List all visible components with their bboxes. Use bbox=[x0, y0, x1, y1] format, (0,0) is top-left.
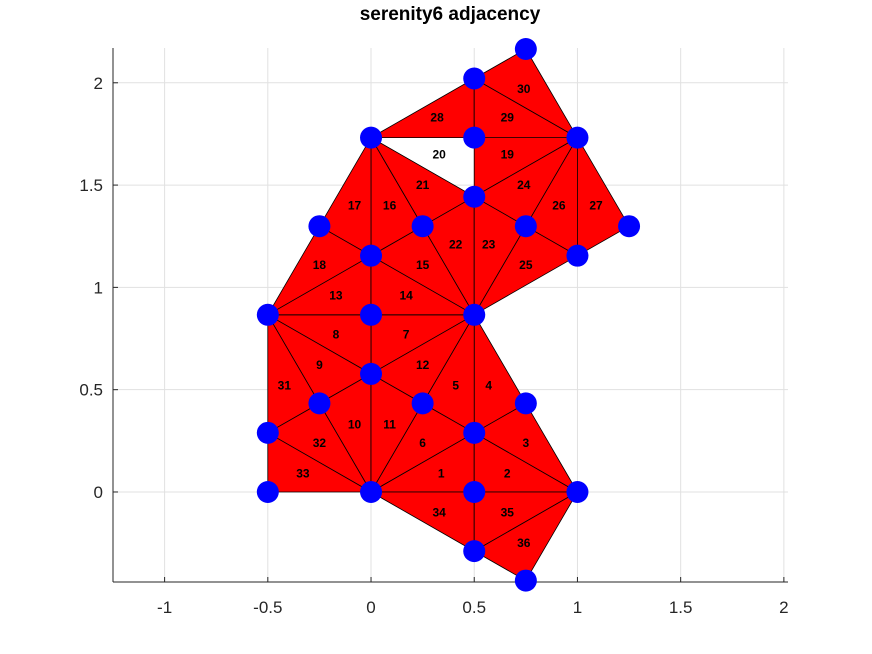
triangle-label: 17 bbox=[348, 199, 362, 213]
x-tick-label: -0.5 bbox=[253, 598, 282, 617]
triangle-label: 21 bbox=[416, 178, 430, 192]
mesh-node bbox=[514, 215, 537, 238]
x-tick-label: 1 bbox=[573, 598, 582, 617]
mesh-triangle bbox=[370, 78, 475, 139]
mesh-triangle bbox=[473, 48, 578, 139]
triangle-label: 25 bbox=[519, 258, 533, 272]
x-tick-label: 0.5 bbox=[462, 598, 486, 617]
triangle-label: 34 bbox=[432, 505, 446, 519]
mesh-node bbox=[256, 421, 279, 444]
y-tick-label: 0.5 bbox=[79, 381, 103, 400]
triangle-label: 15 bbox=[416, 258, 430, 272]
triangle-label: 32 bbox=[313, 436, 327, 450]
triangle-label: 6 bbox=[419, 436, 426, 450]
mesh-triangle bbox=[473, 491, 578, 581]
triangle-label: 33 bbox=[296, 467, 310, 481]
mesh-node bbox=[463, 480, 486, 503]
mesh-node bbox=[566, 480, 589, 503]
x-tick-label: 2 bbox=[779, 598, 788, 617]
triangle-label: 2 bbox=[504, 467, 511, 481]
triangle-label: 35 bbox=[501, 505, 515, 519]
triangle-label: 9 bbox=[316, 358, 323, 372]
mesh-node bbox=[566, 126, 589, 149]
triangle-label: 18 bbox=[313, 258, 327, 272]
triangle-label: 27 bbox=[589, 199, 603, 213]
mesh-triangle bbox=[267, 432, 372, 493]
triangle-label: 7 bbox=[403, 327, 410, 341]
mesh-node bbox=[308, 215, 331, 238]
mesh-node bbox=[411, 392, 434, 415]
mesh-node bbox=[360, 362, 383, 385]
triangle-label: 10 bbox=[348, 417, 362, 431]
triangle-label: 4 bbox=[485, 379, 492, 393]
mesh-node bbox=[463, 421, 486, 444]
mesh-node bbox=[618, 215, 641, 238]
triangle-label: 3 bbox=[523, 436, 530, 450]
triangle-label: 5 bbox=[452, 379, 459, 393]
mesh-node bbox=[463, 540, 486, 563]
triangle-label: 22 bbox=[449, 237, 463, 251]
triangle-label: 29 bbox=[501, 111, 515, 125]
x-tick-label: -1 bbox=[157, 598, 172, 617]
triangle-label: 13 bbox=[329, 289, 343, 303]
mesh-node bbox=[463, 185, 486, 208]
y-tick-label: 1.5 bbox=[79, 176, 103, 195]
x-tick-label: 0 bbox=[366, 598, 375, 617]
mesh-triangle bbox=[267, 225, 372, 316]
triangle-label: 19 bbox=[501, 147, 515, 161]
mesh-node bbox=[514, 392, 537, 415]
mesh-node bbox=[256, 480, 279, 503]
triangle-label: 11 bbox=[383, 417, 396, 431]
mesh-node bbox=[514, 38, 537, 61]
y-tick-label: 1 bbox=[94, 278, 103, 297]
x-tick-label: 1.5 bbox=[669, 598, 693, 617]
mesh-node bbox=[463, 303, 486, 326]
triangle-label: 20 bbox=[432, 147, 446, 161]
mesh-node bbox=[566, 244, 589, 267]
mesh-triangle bbox=[577, 137, 630, 257]
triangle-label: 16 bbox=[383, 199, 397, 213]
mesh-node bbox=[514, 569, 537, 592]
y-tick-label: 0 bbox=[94, 483, 103, 502]
triangle-label: 26 bbox=[552, 199, 566, 213]
triangle-label: 14 bbox=[399, 289, 413, 303]
mesh-node bbox=[463, 126, 486, 149]
mesh-node bbox=[360, 244, 383, 267]
triangle-label: 31 bbox=[278, 379, 292, 393]
y-tick-label: 2 bbox=[94, 74, 103, 93]
triangle-label: 30 bbox=[517, 82, 531, 96]
mesh-triangle bbox=[370, 491, 475, 552]
mesh-node bbox=[308, 392, 331, 415]
mesh-triangle bbox=[370, 314, 475, 404]
mesh-node bbox=[360, 480, 383, 503]
mesh-node bbox=[360, 126, 383, 149]
chart-title: serenity6 adjacency bbox=[359, 4, 541, 25]
triangle-label: 8 bbox=[333, 327, 340, 341]
triangle-label: 28 bbox=[430, 111, 444, 125]
triangle-label: 24 bbox=[517, 178, 531, 192]
mesh-node bbox=[360, 303, 383, 326]
mesh-node bbox=[411, 215, 434, 238]
mesh-node bbox=[463, 67, 486, 90]
triangle-label: 1 bbox=[438, 467, 445, 481]
triangle-label: 36 bbox=[517, 536, 531, 550]
mesh-node bbox=[256, 303, 279, 326]
triangle-label: 23 bbox=[482, 237, 496, 251]
triangle-label: 12 bbox=[416, 358, 430, 372]
